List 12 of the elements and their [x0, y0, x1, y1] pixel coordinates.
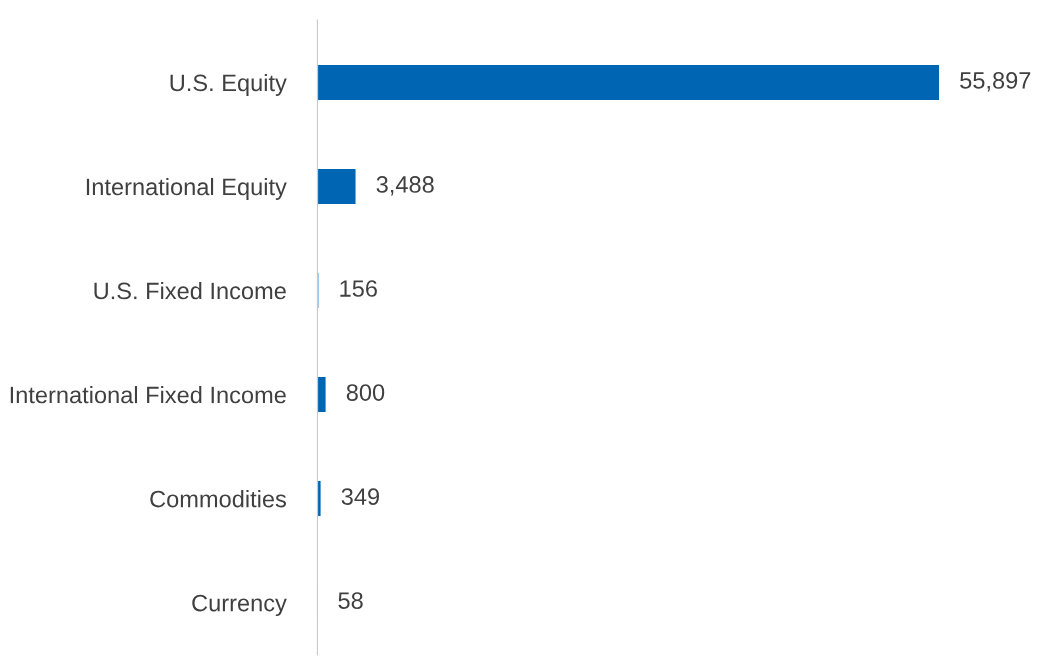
data-label: 156 [340, 280, 377, 297]
data-label: 55,897 [960, 72, 1031, 92]
y-tick-label: International Equity [86, 177, 287, 200]
data-label: 349 [341, 488, 380, 505]
y-tick-label: U.S. Fixed Income [94, 281, 286, 300]
data-label: 3,488 [376, 176, 434, 196]
y-tick-label: U.S. Equity [170, 73, 287, 96]
data-label: 800 [346, 384, 385, 401]
y-tick-label: Currency [192, 594, 287, 617]
y-tick-label: International Fixed Income [10, 386, 286, 404]
data-label: 58 [338, 592, 363, 609]
y-tick-label: Commodities [150, 490, 286, 508]
